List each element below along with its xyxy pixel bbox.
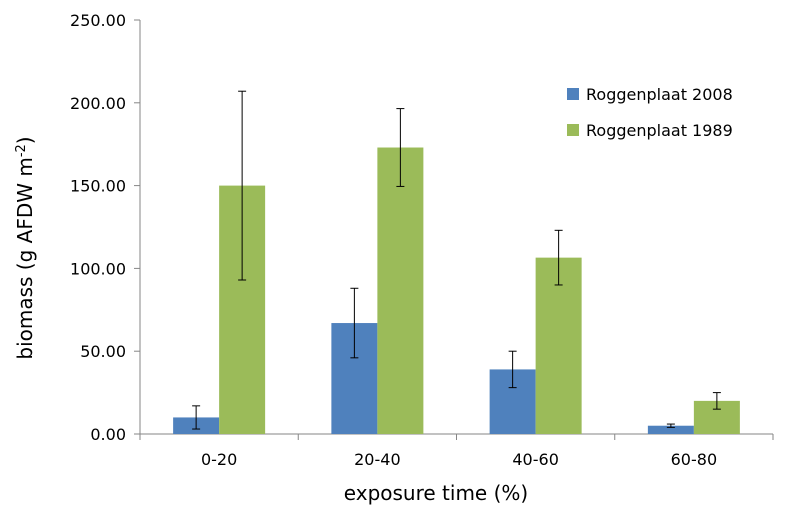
error-bar-roggenplaat-1989-60-80: [712, 392, 721, 410]
bars: [173, 147, 740, 434]
error-bar-roggenplaat-2008-0-20: [192, 405, 201, 430]
y-tick-label: 0.00: [90, 425, 126, 444]
y-ticks: 0.00 50.00 100.00 150.00 200.00 250.00: [70, 11, 140, 444]
y-axis-title-superscript: -2: [14, 144, 29, 157]
error-bar-roggenplaat-2008-20-40: [350, 287, 359, 359]
x-axis-title: exposure time (%): [344, 481, 528, 505]
x-tick-label: 20-40: [354, 450, 401, 469]
error-bar-roggenplaat-1989-40-60: [554, 229, 563, 286]
bar-roggenplaat-1989-40-60: [535, 257, 582, 434]
y-tick-label: 250.00: [70, 11, 126, 30]
bar-roggenplaat-2008-60-80: [647, 425, 694, 434]
x-tick-label: 40-60: [512, 450, 559, 469]
y-tick-label: 100.00: [70, 259, 126, 278]
y-tick-label: 150.00: [70, 177, 126, 196]
legend: Roggenplaat 2008 Roggenplaat 1989: [567, 85, 733, 140]
error-bar-roggenplaat-1989-0-20: [238, 90, 247, 281]
legend-label-2008: Roggenplaat 2008: [586, 85, 733, 104]
y-axis-title-close: ): [13, 136, 37, 144]
y-axis: 0.00 50.00 100.00 150.00 200.00 250.00: [70, 11, 141, 444]
error-bar-roggenplaat-2008-60-80: [666, 423, 675, 428]
bar-roggenplaat-1989-20-40: [377, 147, 424, 434]
x-ticks: 0-20 20-40 40-60 60-80: [139, 434, 774, 469]
x-axis: 0-20 20-40 40-60 60-80: [139, 433, 774, 469]
y-axis-title: biomass (g AFDW m-2): [13, 136, 37, 359]
error-bar-roggenplaat-2008-40-60: [508, 350, 517, 389]
x-tick-label: 60-80: [671, 450, 718, 469]
error-bar-roggenplaat-1989-20-40: [396, 108, 405, 187]
legend-label-1989: Roggenplaat 1989: [586, 121, 733, 140]
y-tick-label: 200.00: [70, 94, 126, 113]
y-axis-title-main: biomass (g AFDW m: [13, 157, 37, 359]
legend-swatch-2008: [567, 88, 579, 100]
legend-swatch-1989: [567, 124, 579, 136]
x-tick-label: 0-20: [201, 450, 237, 469]
y-tick-label: 50.00: [80, 342, 126, 361]
error-bars: [192, 90, 721, 430]
